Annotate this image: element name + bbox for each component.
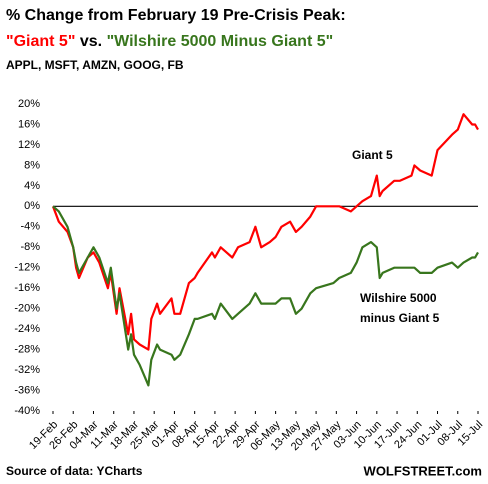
source: Source of data: YCharts [6, 464, 143, 478]
y-tick-label: 20% [18, 98, 40, 110]
subtitle-part: "Wilshire 5000 Minus Giant 5" [107, 33, 334, 50]
y-tick-label: -24% [14, 323, 40, 335]
y-tick-label: 4% [24, 180, 40, 192]
y-tick-label: 8% [24, 159, 40, 171]
subtitle-part: "Giant 5" [6, 33, 75, 50]
annotation: minus Giant 5 [360, 311, 440, 325]
subtitle-part: vs. [80, 33, 102, 50]
brand: WOLFSTREET.com [364, 463, 482, 478]
y-tick-label: -28% [14, 344, 40, 356]
y-tick-label: -4% [20, 221, 40, 233]
chart-subtitle: "Giant 5" vs. "Wilshire 5000 Minus Giant… [6, 33, 333, 50]
y-tick-label: -40% [14, 405, 40, 417]
y-tick-label: 12% [18, 139, 40, 151]
y-tick-label: 16% [18, 118, 40, 130]
chart-note: APPL, MSFT, AMZN, GOOG, FB [6, 58, 184, 72]
y-tick-label: -36% [14, 384, 40, 396]
y-tick-label: 0% [24, 200, 40, 212]
y-tick-label: -16% [14, 282, 40, 294]
chart-title: % Change from February 19 Pre-Crisis Pea… [6, 7, 346, 24]
annotation: Giant 5 [352, 148, 393, 162]
y-tick-label: -8% [20, 241, 40, 253]
series-line [52, 205, 479, 387]
annotation: Wilshire 5000 [360, 291, 437, 305]
y-tick-label: -12% [14, 262, 40, 274]
y-tick-label: -32% [14, 364, 40, 376]
y-tick-label: -20% [14, 303, 40, 315]
